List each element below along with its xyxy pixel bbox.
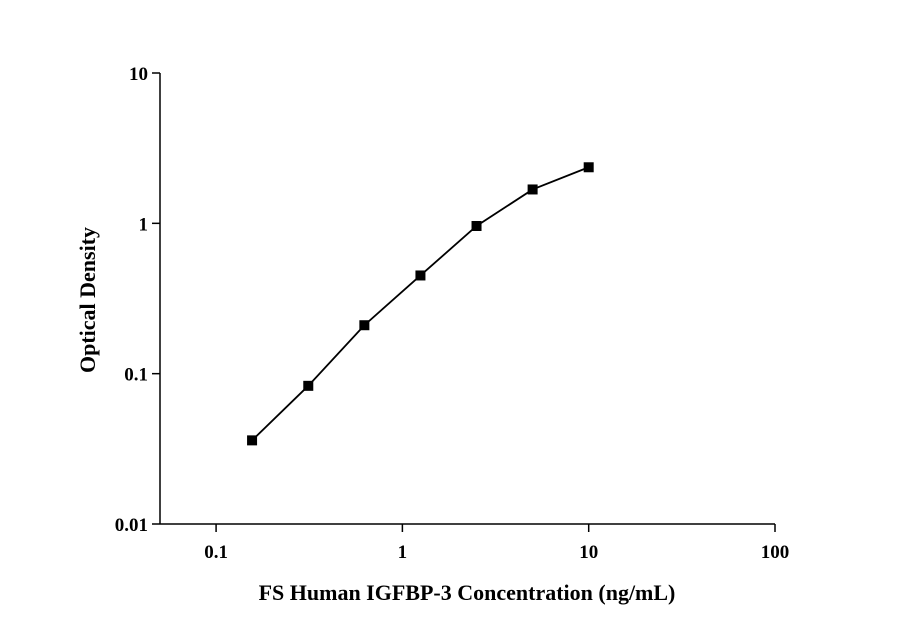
marker <box>303 380 314 391</box>
marker <box>471 220 482 231</box>
marker <box>415 270 426 281</box>
y-tick-label: 0.1 <box>124 365 148 386</box>
x-tick-label: 100 <box>761 542 790 563</box>
x-axis-label: FS Human IGFBP-3 Concentration (ng/mL) <box>259 580 676 605</box>
y-tick-label: 1 <box>139 214 149 235</box>
y-tick-label: 0.01 <box>115 515 148 536</box>
y-tick-label: 10 <box>129 64 148 85</box>
marker <box>527 184 538 195</box>
x-tick-label: 0.1 <box>204 542 228 563</box>
marker <box>247 435 258 446</box>
x-tick-label: 10 <box>579 542 598 563</box>
marker <box>359 320 370 331</box>
line <box>251 166 590 442</box>
y-axis-label: Optical Density <box>75 227 100 373</box>
marker <box>583 162 594 173</box>
x-tick-label: 1 <box>398 542 408 563</box>
